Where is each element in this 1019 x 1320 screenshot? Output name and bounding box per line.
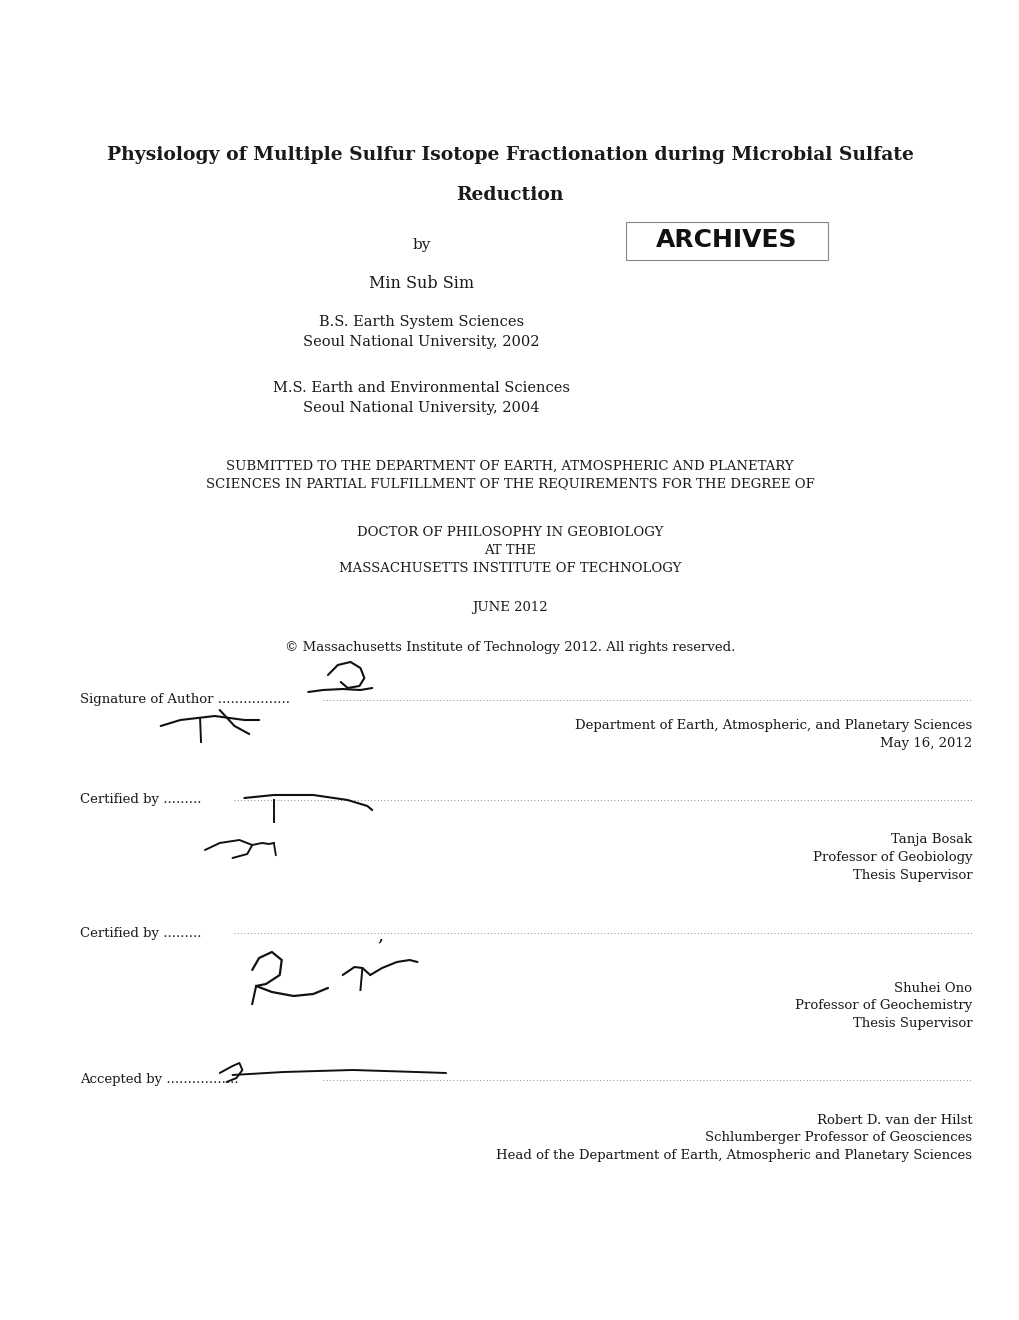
Text: Thesis Supervisor: Thesis Supervisor [852,870,971,883]
Text: Reduction: Reduction [455,186,564,205]
Text: SCIENCES IN PARTIAL FULFILLMENT OF THE REQUIREMENTS FOR THE DEGREE OF: SCIENCES IN PARTIAL FULFILLMENT OF THE R… [206,478,813,491]
Text: Certified by .........: Certified by ......... [79,927,202,940]
Text: by: by [412,238,430,252]
Text: Seoul National University, 2002: Seoul National University, 2002 [303,335,539,348]
Text: AT THE: AT THE [484,544,535,557]
Text: Physiology of Multiple Sulfur Isotope Fractionation during Microbial Sulfate: Physiology of Multiple Sulfur Isotope Fr… [106,147,913,164]
Text: DOCTOR OF PHILOSOPHY IN GEOBIOLOGY: DOCTOR OF PHILOSOPHY IN GEOBIOLOGY [357,527,662,540]
Text: MASSACHUSETTS INSTITUTE OF TECHNOLOGY: MASSACHUSETTS INSTITUTE OF TECHNOLOGY [338,562,681,576]
Text: Seoul National University, 2004: Seoul National University, 2004 [303,401,539,414]
Text: © Massachusetts Institute of Technology 2012. All rights reserved.: © Massachusetts Institute of Technology … [284,642,735,655]
Bar [626,222,827,260]
Text: SUBMITTED TO THE DEPARTMENT OF EARTH, ATMOSPHERIC AND PLANETARY: SUBMITTED TO THE DEPARTMENT OF EARTH, AT… [226,459,793,473]
Text: Thesis Supervisor: Thesis Supervisor [852,1018,971,1031]
Text: Professor of Geobiology: Professor of Geobiology [812,851,971,865]
Text: Shuhei Ono: Shuhei Ono [894,982,971,994]
Text: Accepted by .................: Accepted by ................. [79,1073,238,1086]
Text: M.S. Earth and Environmental Sciences: M.S. Earth and Environmental Sciences [273,381,570,395]
Text: May 16, 2012: May 16, 2012 [879,738,971,751]
Text: Certified by .........: Certified by ......... [79,793,202,807]
Text: ,: , [377,927,383,944]
Text: Min Sub Sim: Min Sub Sim [369,275,474,292]
Text: JUNE 2012: JUNE 2012 [472,601,547,614]
Text: Head of the Department of Earth, Atmospheric and Planetary Sciences: Head of the Department of Earth, Atmosph… [496,1150,971,1163]
Text: Professor of Geochemistry: Professor of Geochemistry [795,999,971,1012]
Text: ARCHIVES: ARCHIVES [655,228,797,252]
Text: Schlumberger Professor of Geosciences: Schlumberger Professor of Geosciences [704,1131,971,1144]
Text: Tanja Bosak: Tanja Bosak [891,833,971,846]
Text: Department of Earth, Atmospheric, and Planetary Sciences: Department of Earth, Atmospheric, and Pl… [575,719,971,733]
Text: Robert D. van der Hilst: Robert D. van der Hilst [816,1114,971,1126]
Text: B.S. Earth System Sciences: B.S. Earth System Sciences [319,315,524,329]
Text: Signature of Author .................: Signature of Author ................. [79,693,289,706]
